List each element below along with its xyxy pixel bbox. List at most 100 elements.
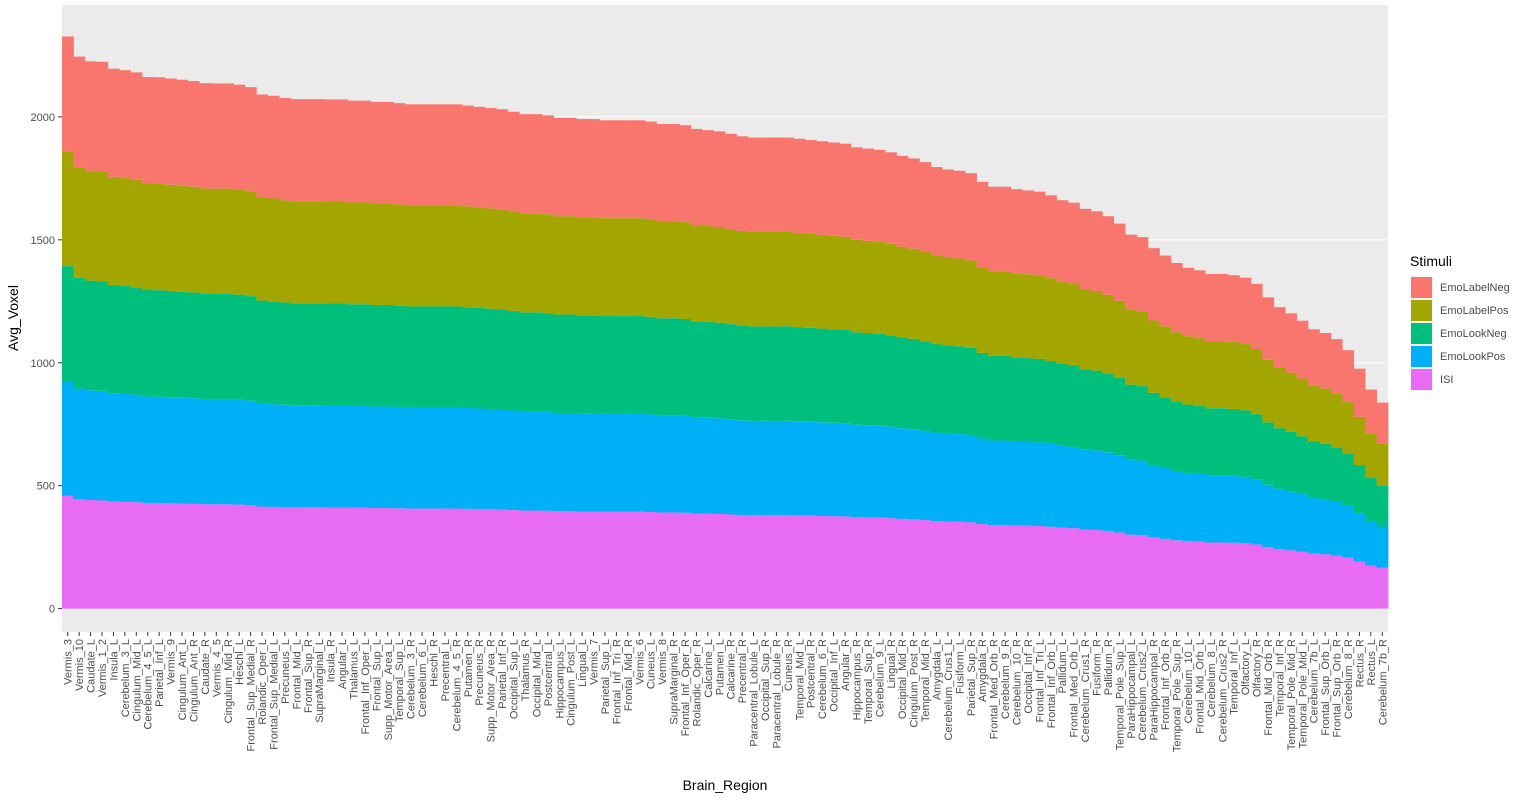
x-tick-label: Cerebelum_Crus2_R <box>1217 639 1229 742</box>
bar-segment <box>896 246 909 338</box>
x-tick-label: Frontal_Med_Orb_L <box>1069 639 1081 737</box>
bar-segment <box>1182 541 1195 609</box>
bar-segment <box>725 324 737 420</box>
bar-segment <box>187 503 200 609</box>
bar-segment <box>267 301 280 405</box>
bar-segment <box>850 424 863 518</box>
bar-segment <box>336 303 349 406</box>
bar-segment <box>976 438 989 525</box>
bar-segment <box>1079 288 1092 370</box>
bar-segment <box>1353 465 1366 514</box>
bar-segment <box>119 178 131 287</box>
bar-segment <box>702 513 714 609</box>
bar-segment <box>530 411 543 511</box>
bar-segment <box>827 422 840 517</box>
x-axis-title: Brain_Region <box>683 777 768 793</box>
x-tick-label: Cerebelum_10_R <box>1011 639 1023 725</box>
bar-segment <box>382 508 394 609</box>
x-tick-label: Frontal_Sup_L <box>371 639 383 711</box>
bar-segment <box>1056 445 1069 528</box>
x-tick-label: Frontal_Sup_Orb_R <box>1332 639 1344 737</box>
bar-segment <box>519 312 532 412</box>
bar-segment <box>164 397 177 504</box>
bar-segment <box>564 314 577 413</box>
bar-segment <box>1273 307 1286 368</box>
bar-segment <box>1307 329 1320 386</box>
bar-segment <box>1182 336 1195 405</box>
bar-segment <box>907 158 920 249</box>
bar-segment <box>416 306 429 408</box>
x-tick-label: Frontal_Sup_R <box>303 639 315 713</box>
bar-segment <box>953 434 966 522</box>
bar-segment <box>885 518 897 609</box>
bar-segment <box>1353 513 1366 562</box>
x-tick-label: Cerebelum_Crus1_L <box>943 639 955 741</box>
bar-segment <box>1205 273 1217 342</box>
bar-segment <box>885 152 897 244</box>
bar-segment <box>987 525 1000 609</box>
legend-label: ISI <box>1440 374 1453 386</box>
bar-segment <box>770 137 783 232</box>
bar-segment <box>747 420 760 516</box>
bar-segment <box>462 105 474 207</box>
bar-segment <box>96 390 109 501</box>
bar-segment <box>747 515 760 609</box>
bar-segment <box>1193 541 1206 609</box>
bar-segment <box>965 260 977 348</box>
x-tick-label: Hippocampus_L <box>554 639 566 719</box>
bar-segment <box>885 335 897 427</box>
bar-segment <box>713 418 726 514</box>
bar-segment <box>1330 393 1343 448</box>
x-tick-label: SupraMarginal_L <box>314 639 326 723</box>
bar-segment <box>1010 525 1023 609</box>
x-tick-label: Putamen_R <box>463 639 475 697</box>
bar-segment <box>633 511 646 609</box>
bar-segment <box>370 101 383 204</box>
bar-segment <box>1182 404 1195 473</box>
bar-segment <box>1285 431 1297 492</box>
x-tick-label: Cingulum_Ant_L <box>177 639 189 720</box>
x-tick-label: Thalamus_L <box>348 639 360 700</box>
bar-segment <box>587 511 600 609</box>
bar-segment <box>919 251 932 342</box>
bar-segment <box>839 516 852 609</box>
bar-segment <box>759 515 772 609</box>
bar-segment <box>999 440 1012 526</box>
bar-segment <box>382 406 394 509</box>
bar-segment <box>919 341 932 431</box>
x-tick-label: Amygdala_L <box>931 639 943 700</box>
bar-segment <box>690 225 703 322</box>
bar-segment <box>142 183 154 290</box>
bar-segment <box>1159 326 1172 398</box>
bar-segment <box>507 211 520 311</box>
bar-segment <box>187 186 200 293</box>
bar-segment <box>1307 385 1320 442</box>
x-tick-label: Cuneus_R <box>783 639 795 691</box>
bar-segment <box>233 294 246 400</box>
x-tick-label: Pallidum_L <box>1057 639 1069 693</box>
bar-segment <box>336 405 349 508</box>
bar-segment <box>576 315 589 414</box>
bar-segment <box>576 119 589 218</box>
x-tick-label: Olfactory_R <box>1252 639 1264 697</box>
bar-segment <box>610 120 623 219</box>
x-tick-label: Pallidum_R <box>1103 639 1115 695</box>
bar-segment <box>62 495 74 609</box>
bar-segment <box>1147 392 1160 466</box>
bar-segment <box>530 312 543 412</box>
bar-segment <box>73 167 86 278</box>
bar-segment <box>302 405 314 508</box>
bar-segment <box>976 524 989 609</box>
x-tick-label: Temporal_Pole_Sup_L <box>1114 639 1126 750</box>
bar-segment <box>336 507 349 609</box>
bar-segment <box>873 425 886 518</box>
bar-segment <box>930 344 943 433</box>
x-tick-label: Cerebelum_3_L <box>120 639 132 717</box>
bar-segment <box>782 137 794 232</box>
x-tick-label: Temporal_Sup_L <box>394 639 406 722</box>
bar-segment <box>187 80 200 187</box>
bar-segment <box>1216 341 1229 409</box>
bar-segment <box>256 506 269 609</box>
bar-segment <box>793 232 806 328</box>
x-tick-label: Parietal_Inf_L <box>154 639 166 707</box>
